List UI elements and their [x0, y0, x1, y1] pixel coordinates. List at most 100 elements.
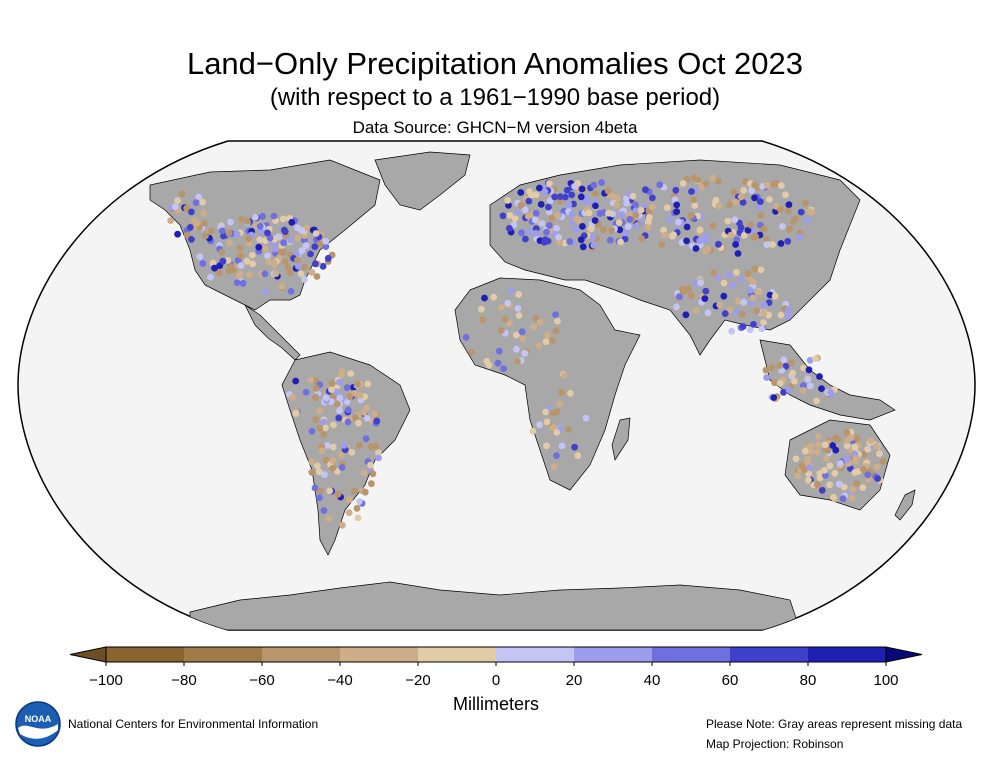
station-dot: [715, 202, 723, 210]
station-dot: [335, 414, 343, 422]
station-dot: [683, 237, 690, 245]
station-dot: [556, 239, 563, 246]
station-dot: [188, 208, 195, 216]
station-dot: [551, 193, 559, 201]
station-dot: [246, 271, 253, 278]
europe-asia: [489, 159, 861, 356]
station-dot: [804, 455, 812, 463]
station-dot: [763, 374, 770, 381]
station-dot: [744, 226, 752, 234]
station-dot: [731, 216, 739, 224]
station-dot: [737, 276, 745, 283]
station-dot: [679, 180, 687, 187]
station-dot: [517, 202, 525, 209]
station-dot: [542, 408, 549, 416]
station-dot: [582, 414, 590, 422]
legend-tick-label: 40: [644, 672, 661, 689]
station-dot: [776, 380, 784, 387]
station-dot: [853, 455, 860, 463]
station-dot: [598, 179, 605, 186]
station-dot: [278, 283, 286, 290]
station-dot: [367, 443, 375, 451]
station-dot: [289, 393, 297, 401]
station-dot: [728, 327, 736, 335]
station-dot: [729, 282, 736, 289]
station-dot: [196, 253, 204, 261]
station-dot: [760, 319, 767, 326]
station-dot: [279, 248, 287, 256]
legend-over-arrow: [885, 646, 923, 663]
station-dot: [344, 406, 352, 414]
station-dot: [821, 441, 829, 449]
station-dot: [755, 203, 763, 211]
station-dot: [802, 447, 809, 455]
station-dot: [535, 342, 543, 349]
station-dot: [633, 222, 640, 230]
station-dot: [851, 443, 859, 451]
station-dot: [757, 266, 765, 274]
station-dot: [322, 243, 330, 251]
station-dot: [546, 180, 553, 187]
station-dot: [363, 414, 371, 422]
station-dot: [364, 380, 372, 388]
station-dot: [233, 279, 241, 286]
station-dot: [553, 225, 560, 232]
station-dot: [322, 238, 330, 245]
station-dot: [808, 448, 815, 456]
station-dot: [280, 226, 288, 234]
station-dot: [658, 241, 666, 249]
station-dot: [834, 435, 842, 443]
station-dot: [690, 196, 698, 204]
station-dot: [763, 241, 771, 249]
station-dot: [501, 316, 509, 323]
station-dot: [257, 228, 265, 236]
station-dot: [836, 480, 843, 488]
station-dot: [550, 463, 558, 471]
station-dot: [789, 369, 797, 377]
station-dot: [500, 365, 507, 372]
station-dot: [317, 240, 324, 248]
station-dot: [211, 264, 219, 272]
station-dot: [579, 223, 586, 230]
station-dot: [786, 225, 793, 233]
station-dot: [308, 427, 316, 435]
station-dot: [560, 371, 568, 379]
station-dot: [192, 199, 200, 207]
station-dot: [545, 203, 552, 211]
station-dot: [249, 260, 257, 268]
station-dot: [568, 191, 576, 199]
station-dot: [785, 207, 792, 215]
data-source: Data Source: GHCN−M version 4beta: [352, 118, 638, 137]
station-dot: [587, 225, 595, 233]
station-dot: [307, 376, 315, 384]
station-dot: [763, 235, 770, 243]
station-dot: [714, 177, 722, 185]
station-dot: [548, 214, 556, 222]
station-dot: [794, 472, 801, 480]
station-dot: [791, 377, 798, 385]
legend-swatch: [730, 647, 808, 662]
station-dot: [558, 442, 566, 450]
station-dot: [843, 442, 851, 450]
station-dot: [760, 309, 767, 317]
station-dot: [279, 215, 287, 223]
station-dot: [312, 230, 320, 237]
station-dot: [782, 191, 789, 199]
station-dot: [270, 259, 278, 266]
central-america: [244, 303, 301, 361]
station-dot: [725, 271, 733, 278]
legend-swatch: [106, 647, 184, 662]
station-dot: [525, 228, 533, 236]
station-dot: [301, 263, 308, 271]
station-dot: [776, 362, 784, 369]
station-dot: [779, 223, 786, 230]
station-dot: [553, 429, 561, 436]
station-dot: [462, 333, 470, 341]
station-dot: [356, 498, 363, 505]
station-dot: [804, 375, 812, 383]
station-dot: [530, 323, 538, 331]
station-dot: [302, 242, 310, 250]
station-dot: [529, 427, 537, 435]
station-dot: [515, 312, 523, 319]
station-dot: [256, 223, 264, 230]
